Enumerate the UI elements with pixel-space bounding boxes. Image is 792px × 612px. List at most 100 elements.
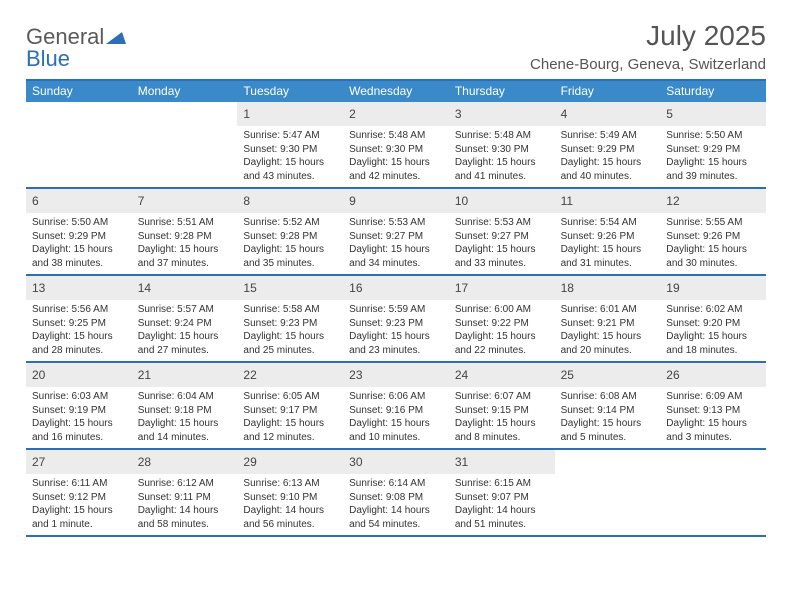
sunrise-text: Sunrise: 6:08 AM (561, 390, 655, 404)
day-number-row: 16 (343, 276, 449, 300)
sunset-text: Sunset: 9:29 PM (32, 230, 126, 244)
sunrise-text: Sunrise: 5:52 AM (243, 216, 337, 230)
daylight-text-2: and 1 minute. (32, 518, 126, 532)
week-row: 1Sunrise: 5:47 AMSunset: 9:30 PMDaylight… (26, 102, 766, 189)
sunrise-text: Sunrise: 6:13 AM (243, 477, 337, 491)
day-number-row: 18 (555, 276, 661, 300)
day-number: 28 (138, 455, 151, 469)
header: General Blue July 2025 Chene-Bourg, Gene… (26, 20, 766, 73)
daylight-text-1: Daylight: 15 hours (666, 156, 760, 170)
daylight-text-1: Daylight: 15 hours (32, 330, 126, 344)
calendar-cell: 1Sunrise: 5:47 AMSunset: 9:30 PMDaylight… (237, 102, 343, 187)
sunset-text: Sunset: 9:08 PM (349, 491, 443, 505)
cell-body: Sunrise: 5:53 AMSunset: 9:27 PMDaylight:… (449, 213, 555, 274)
daylight-text-2: and 8 minutes. (455, 431, 549, 445)
sunrise-text: Sunrise: 5:58 AM (243, 303, 337, 317)
sunset-text: Sunset: 9:28 PM (138, 230, 232, 244)
cell-body: Sunrise: 6:08 AMSunset: 9:14 PMDaylight:… (555, 387, 661, 448)
calendar-cell (26, 102, 132, 187)
daylight-text-2: and 39 minutes. (666, 170, 760, 184)
day-number: 22 (243, 368, 256, 382)
day-number-row: 28 (132, 450, 238, 474)
daylight-text-1: Daylight: 15 hours (666, 330, 760, 344)
day-number-row: 1 (237, 102, 343, 126)
daylight-text-2: and 54 minutes. (349, 518, 443, 532)
calendar-cell: 24Sunrise: 6:07 AMSunset: 9:15 PMDayligh… (449, 363, 555, 448)
sunrise-text: Sunrise: 5:49 AM (561, 129, 655, 143)
daylight-text-2: and 25 minutes. (243, 344, 337, 358)
day-number: 15 (243, 281, 256, 295)
cell-body: Sunrise: 5:58 AMSunset: 9:23 PMDaylight:… (237, 300, 343, 361)
sunset-text: Sunset: 9:12 PM (32, 491, 126, 505)
daylight-text-1: Daylight: 15 hours (32, 243, 126, 257)
daylight-text-1: Daylight: 15 hours (138, 330, 232, 344)
calendar-cell: 9Sunrise: 5:53 AMSunset: 9:27 PMDaylight… (343, 189, 449, 274)
daylight-text-1: Daylight: 15 hours (455, 243, 549, 257)
sunset-text: Sunset: 9:29 PM (561, 143, 655, 157)
sunrise-text: Sunrise: 5:50 AM (32, 216, 126, 230)
calendar-cell: 4Sunrise: 5:49 AMSunset: 9:29 PMDaylight… (555, 102, 661, 187)
day-number: 3 (455, 107, 462, 121)
sunset-text: Sunset: 9:21 PM (561, 317, 655, 331)
calendar-cell (660, 450, 766, 535)
cell-body: Sunrise: 6:07 AMSunset: 9:15 PMDaylight:… (449, 387, 555, 448)
dow-wednesday: Wednesday (343, 81, 449, 102)
cell-body: Sunrise: 6:09 AMSunset: 9:13 PMDaylight:… (660, 387, 766, 448)
day-number-row: 15 (237, 276, 343, 300)
sunset-text: Sunset: 9:30 PM (349, 143, 443, 157)
cell-body: Sunrise: 6:06 AMSunset: 9:16 PMDaylight:… (343, 387, 449, 448)
cell-body: Sunrise: 6:12 AMSunset: 9:11 PMDaylight:… (132, 474, 238, 535)
calendar-cell: 27Sunrise: 6:11 AMSunset: 9:12 PMDayligh… (26, 450, 132, 535)
daylight-text-1: Daylight: 15 hours (243, 417, 337, 431)
daylight-text-2: and 40 minutes. (561, 170, 655, 184)
sunrise-text: Sunrise: 5:47 AM (243, 129, 337, 143)
week-row: 27Sunrise: 6:11 AMSunset: 9:12 PMDayligh… (26, 450, 766, 537)
day-number-row: 21 (132, 363, 238, 387)
daylight-text-1: Daylight: 15 hours (32, 417, 126, 431)
day-number: 25 (561, 368, 574, 382)
daylight-text-1: Daylight: 15 hours (243, 156, 337, 170)
calendar-cell: 26Sunrise: 6:09 AMSunset: 9:13 PMDayligh… (660, 363, 766, 448)
cell-body: Sunrise: 6:04 AMSunset: 9:18 PMDaylight:… (132, 387, 238, 448)
daylight-text-1: Daylight: 15 hours (349, 156, 443, 170)
sunset-text: Sunset: 9:30 PM (455, 143, 549, 157)
cell-body: Sunrise: 5:56 AMSunset: 9:25 PMDaylight:… (26, 300, 132, 361)
sunset-text: Sunset: 9:20 PM (666, 317, 760, 331)
sunset-text: Sunset: 9:26 PM (561, 230, 655, 244)
calendar-cell: 21Sunrise: 6:04 AMSunset: 9:18 PMDayligh… (132, 363, 238, 448)
daylight-text-1: Daylight: 15 hours (561, 330, 655, 344)
calendar-cell: 5Sunrise: 5:50 AMSunset: 9:29 PMDaylight… (660, 102, 766, 187)
week-row: 6Sunrise: 5:50 AMSunset: 9:29 PMDaylight… (26, 189, 766, 276)
cell-body: Sunrise: 5:51 AMSunset: 9:28 PMDaylight:… (132, 213, 238, 274)
daylight-text-1: Daylight: 14 hours (138, 504, 232, 518)
day-number: 17 (455, 281, 468, 295)
sunset-text: Sunset: 9:24 PM (138, 317, 232, 331)
cell-body: Sunrise: 6:05 AMSunset: 9:17 PMDaylight:… (237, 387, 343, 448)
daylight-text-2: and 58 minutes. (138, 518, 232, 532)
cell-body: Sunrise: 5:57 AMSunset: 9:24 PMDaylight:… (132, 300, 238, 361)
sunrise-text: Sunrise: 6:06 AM (349, 390, 443, 404)
daylight-text-1: Daylight: 15 hours (138, 417, 232, 431)
daylight-text-1: Daylight: 15 hours (349, 330, 443, 344)
daylight-text-1: Daylight: 15 hours (455, 417, 549, 431)
calendar-cell (132, 102, 238, 187)
sunset-text: Sunset: 9:23 PM (243, 317, 337, 331)
daylight-text-2: and 3 minutes. (666, 431, 760, 445)
daylight-text-2: and 18 minutes. (666, 344, 760, 358)
calendar-cell: 8Sunrise: 5:52 AMSunset: 9:28 PMDaylight… (237, 189, 343, 274)
sunrise-text: Sunrise: 6:04 AM (138, 390, 232, 404)
sunset-text: Sunset: 9:28 PM (243, 230, 337, 244)
sunset-text: Sunset: 9:18 PM (138, 404, 232, 418)
sunset-text: Sunset: 9:19 PM (32, 404, 126, 418)
daylight-text-2: and 30 minutes. (666, 257, 760, 271)
day-number-row: 5 (660, 102, 766, 126)
sunrise-text: Sunrise: 5:48 AM (349, 129, 443, 143)
logo: General Blue (26, 26, 126, 70)
daylight-text-1: Daylight: 15 hours (455, 330, 549, 344)
day-number: 10 (455, 194, 468, 208)
daylight-text-1: Daylight: 15 hours (138, 243, 232, 257)
sunrise-text: Sunrise: 5:48 AM (455, 129, 549, 143)
calendar-page: General Blue July 2025 Chene-Bourg, Gene… (0, 0, 792, 547)
daylight-text-2: and 56 minutes. (243, 518, 337, 532)
day-number-row: 22 (237, 363, 343, 387)
